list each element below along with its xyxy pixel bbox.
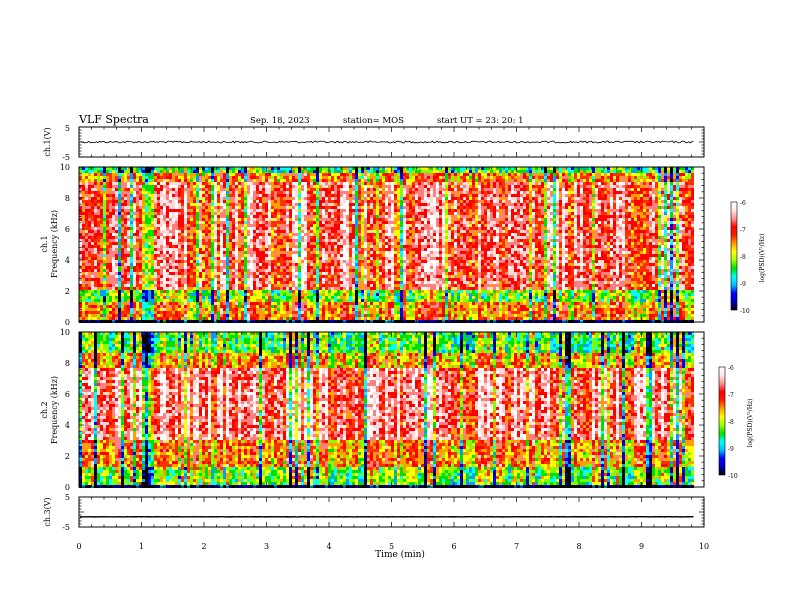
x-tick-label-0: 0 — [76, 542, 81, 551]
x-tick-label-10: 10 — [699, 542, 709, 551]
ch2-spectrogram-image — [79, 332, 694, 488]
ch1-spec-ytick-4: 4 — [65, 256, 70, 265]
ch1-spec-ytick-0: 0 — [65, 318, 70, 327]
ch1-spec-ytick-10: 10 — [60, 163, 70, 172]
ch2-spec-ylabel-channel: ch.2 — [40, 401, 49, 418]
ch3-ytick-bottom: -5 — [62, 523, 70, 532]
ch1-spec-ytick-2: 2 — [65, 287, 70, 296]
ch1-spectrogram-panel: 0 2 4 6 8 10 ch.1 Frequency (kHz) — [40, 163, 704, 327]
ch2-spec-ytick-8: 8 — [65, 359, 70, 368]
ch1-spec-ylabel-frequency: Frequency (kHz) — [50, 210, 59, 278]
ch3-panel: 5 -5 ch.3(V) — [43, 493, 704, 532]
ch2-spec-ylabel-frequency: Frequency (kHz) — [50, 376, 59, 444]
x-tick-label-7: 7 — [514, 542, 519, 551]
ch3-ytick-top: 5 — [65, 493, 70, 502]
ch1-panel: 5 -5 ch.1(V) — [43, 124, 704, 162]
ch2-spectrogram-panel: 0 2 4 6 8 10 ch.2 Frequency (kHz) — [40, 328, 704, 492]
ch1-colorbar-tick-m6: -6 — [740, 200, 746, 207]
ch1-colorbar-tick-m10: -10 — [740, 308, 750, 315]
ch2-spec-ytick-6: 6 — [65, 390, 70, 399]
ch1-ylabel: ch.1(V) — [43, 127, 52, 156]
ch1-spec-ylabel-channel: ch.1 — [40, 235, 49, 252]
ch2-colorbar-label: log(PSD)(V²/Hz) — [747, 399, 754, 448]
ch2-colorbar-tick-m9: -9 — [728, 446, 734, 453]
ch2-colorbar-tick-m10: -10 — [728, 473, 738, 480]
ch2-colorbar-tick-m7: -7 — [728, 392, 734, 399]
x-axis-label: Time (min) — [375, 549, 425, 560]
ch2-colorbar-gradient — [719, 367, 725, 475]
ch1-colorbar-tick-m7: -7 — [740, 227, 746, 234]
ch2-spec-ytick-2: 2 — [65, 452, 70, 461]
ch1-colorbar-tick-m9: -9 — [740, 281, 746, 288]
ch2-colorbar: -6 -7 -8 -9 -10 log(PSD)(V²/Hz) — [719, 365, 754, 480]
x-tick-label-4: 4 — [326, 542, 331, 551]
x-tick-label-2: 2 — [201, 542, 206, 551]
ch1-colorbar-gradient — [731, 202, 737, 310]
ch2-colorbar-tick-m6: -6 — [728, 365, 734, 372]
ch2-spec-ytick-0: 0 — [65, 483, 70, 492]
ch1-colorbar-label: log(PSD)(V²/Hz) — [759, 234, 766, 283]
ch2-spec-ytick-10: 10 — [60, 328, 70, 337]
ch1-colorbar: -6 -7 -8 -9 -10 log(PSD)(V²/Hz) — [731, 200, 766, 315]
ch1-ytick-bottom: -5 — [62, 153, 70, 162]
x-tick-label-9: 9 — [639, 542, 644, 551]
start-time-label: start UT = 23: 20: 1 — [437, 116, 524, 126]
ch1-spec-ytick-8: 8 — [65, 194, 70, 203]
ch1-colorbar-tick-m8: -8 — [740, 254, 746, 261]
ch3-ylabel: ch.3(V) — [43, 497, 52, 526]
x-tick-label-8: 8 — [576, 542, 581, 551]
ch2-colorbar-tick-m8: -8 — [728, 419, 734, 426]
date-label: Sep. 18, 2023 — [250, 116, 310, 126]
ch1-ytick-top: 5 — [65, 124, 70, 133]
ch1-spec-ytick-6: 6 — [65, 225, 70, 234]
x-tick-label-6: 6 — [451, 542, 456, 551]
ch1-spectrogram-image — [79, 167, 694, 323]
figure-title: VLF Spectra — [78, 113, 149, 126]
station-label: station= MOS — [343, 116, 404, 126]
x-tick-label-3: 3 — [264, 542, 269, 551]
ch2-spec-ytick-4: 4 — [65, 421, 70, 430]
x-tick-label-1: 1 — [139, 542, 144, 551]
